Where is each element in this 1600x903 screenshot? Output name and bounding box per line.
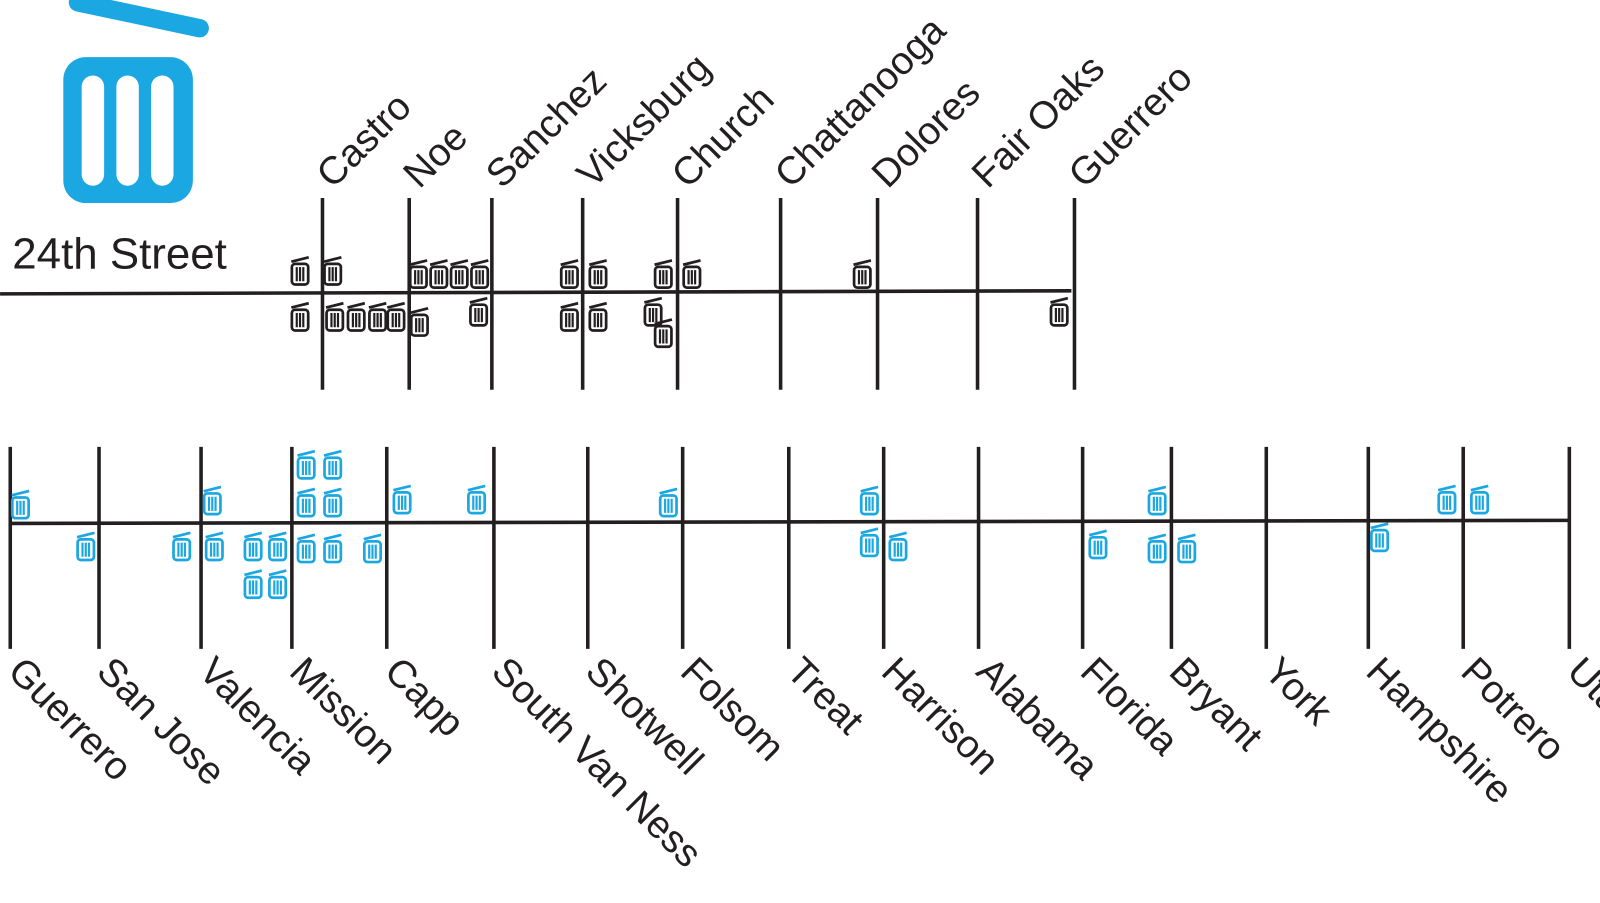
trash-can-icon xyxy=(559,258,580,290)
trash-can-icon xyxy=(587,301,609,332)
trash-can-icon xyxy=(346,301,367,332)
street-label: Castro xyxy=(309,85,420,196)
trash-can-icon xyxy=(859,527,880,558)
trash-can-icon xyxy=(10,489,31,520)
trash-can-icon xyxy=(1176,533,1197,564)
trash-can-icon xyxy=(681,258,702,290)
trash-can-icon xyxy=(242,531,264,562)
trash-can-icon xyxy=(385,301,407,332)
trash-can-icon xyxy=(468,296,489,327)
trash-can-icon xyxy=(469,258,490,290)
trash-can-icon xyxy=(322,533,343,564)
trash-can-icon xyxy=(1469,484,1490,515)
trash-can-icon xyxy=(1147,485,1168,516)
trash-can-icon xyxy=(322,255,343,286)
trash-can-icon xyxy=(1087,529,1109,560)
trash-can-icon xyxy=(202,485,223,516)
trash-can-icon xyxy=(367,301,388,332)
trash-can-icon xyxy=(267,569,288,600)
street-line xyxy=(0,289,1072,296)
trash-can-icon xyxy=(267,531,288,562)
logo xyxy=(63,0,209,204)
trash-can-icon xyxy=(289,255,311,286)
trash-can-icon xyxy=(653,258,674,290)
trash-can-icon xyxy=(642,296,664,327)
trash-can-icon xyxy=(408,258,429,290)
trash-can-icon xyxy=(1049,296,1070,327)
trash-can-icon xyxy=(1436,484,1458,515)
trash-can-icon xyxy=(296,449,317,480)
trash-can-icon xyxy=(587,258,609,290)
trash-can-icon xyxy=(204,531,225,562)
trash-can-icon xyxy=(322,487,343,518)
trash-can-icon xyxy=(1147,533,1168,564)
trash-can-icon xyxy=(362,533,383,564)
trash-can-icon xyxy=(887,531,909,562)
street-label: York xyxy=(1256,649,1341,734)
trash-can-icon xyxy=(852,258,873,290)
trash-can-icon xyxy=(559,301,580,332)
trash-can-icon xyxy=(75,531,96,562)
trash-can-icon xyxy=(296,487,317,518)
trash-can-icon xyxy=(322,449,343,480)
trash-can-icon xyxy=(391,484,413,515)
title: 24th Street xyxy=(12,229,227,278)
trash-can-icon xyxy=(1369,522,1390,553)
trash-can-icon xyxy=(449,258,470,290)
trash-can-icon xyxy=(242,569,264,600)
street-label: Treat xyxy=(778,649,872,743)
trash-can-icon xyxy=(859,485,880,516)
street-label: Bryant xyxy=(1161,649,1271,759)
trash-can-icon xyxy=(428,258,449,290)
trash-can-icon xyxy=(409,306,430,337)
trash-can-icon xyxy=(324,301,345,332)
trash-can-icon xyxy=(653,318,674,349)
trash-can-icon xyxy=(658,487,679,518)
trash-can-icon xyxy=(171,531,192,562)
trash-can-icon xyxy=(289,301,311,332)
trash-can-icon xyxy=(466,484,487,515)
street-label: Utah xyxy=(1559,649,1600,737)
trash-can-icon xyxy=(296,533,317,564)
